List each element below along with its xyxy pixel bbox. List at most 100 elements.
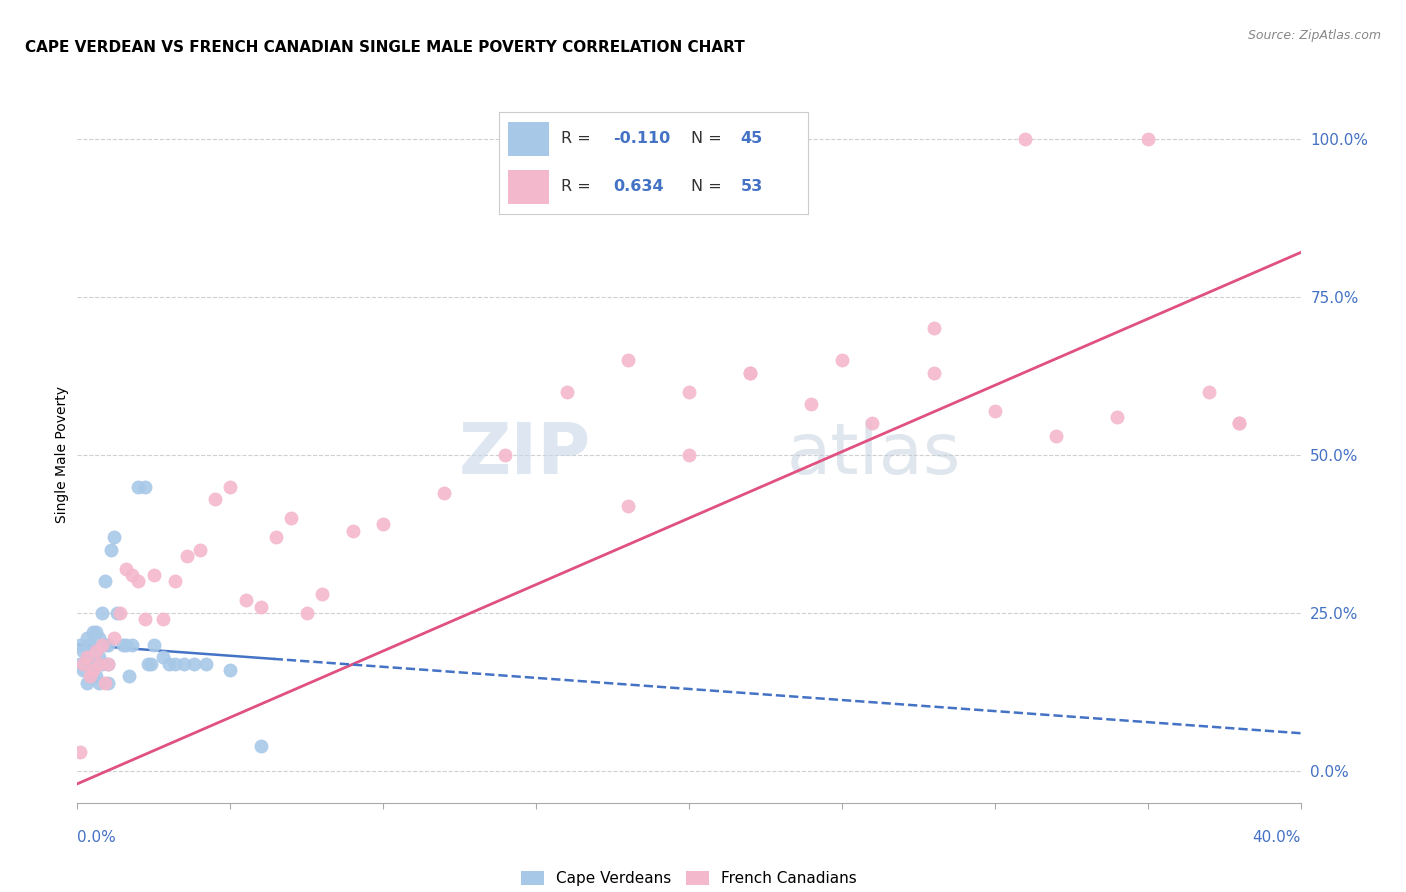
Point [97, 657, 120, 671]
Point [740, 366, 762, 380]
Point [69, 745, 91, 759]
Point [105, 606, 128, 620]
Point [121, 568, 143, 582]
Point [79, 669, 101, 683]
Point [79, 638, 101, 652]
FancyBboxPatch shape [509, 122, 548, 155]
Text: 45: 45 [741, 131, 762, 146]
Point [87, 632, 110, 646]
Point [103, 530, 125, 544]
Point [87, 675, 110, 690]
Point [94, 638, 117, 652]
Point [72, 663, 94, 677]
Point [183, 657, 205, 671]
Text: 0.634: 0.634 [613, 179, 664, 194]
Text: R =: R = [561, 131, 596, 146]
Point [108, 606, 131, 620]
Text: N =: N = [690, 131, 727, 146]
FancyBboxPatch shape [509, 170, 548, 204]
Text: CAPE VERDEAN VS FRENCH CANADIAN SINGLE MALE POVERTY CORRELATION CHART: CAPE VERDEAN VS FRENCH CANADIAN SINGLE M… [25, 40, 745, 55]
Point [69, 638, 91, 652]
Point [97, 657, 120, 671]
Point [342, 524, 364, 538]
Point [76, 632, 98, 646]
Point [94, 574, 117, 589]
Point [984, 403, 1007, 417]
Point [219, 479, 242, 493]
Point [115, 562, 138, 576]
Point [100, 542, 122, 557]
Point [142, 568, 165, 582]
Point [139, 657, 162, 671]
Point [495, 448, 517, 462]
Point [79, 657, 101, 671]
Point [136, 657, 159, 671]
Point [311, 587, 333, 601]
Point [165, 574, 187, 589]
Text: 0.0%: 0.0% [77, 830, 117, 845]
Point [82, 663, 104, 677]
Point [82, 625, 104, 640]
Point [800, 397, 823, 411]
Point [371, 517, 394, 532]
Text: 53: 53 [741, 179, 762, 194]
Point [82, 644, 104, 658]
Point [84, 644, 107, 658]
Point [152, 612, 174, 626]
Point [128, 479, 150, 493]
Text: N =: N = [690, 179, 727, 194]
Point [84, 669, 107, 683]
Point [617, 499, 640, 513]
Point [165, 657, 187, 671]
Point [76, 675, 98, 690]
Point [678, 448, 700, 462]
Text: Source: ZipAtlas.com: Source: ZipAtlas.com [1247, 29, 1381, 42]
Point [280, 511, 302, 525]
Point [617, 353, 640, 368]
Text: R =: R = [561, 179, 596, 194]
Text: ZIP: ZIP [458, 420, 591, 490]
Point [1198, 384, 1220, 399]
Point [82, 663, 104, 677]
Point [121, 638, 143, 652]
Point [1229, 417, 1251, 431]
Point [90, 638, 112, 652]
Legend: Cape Verdeans, French Canadians: Cape Verdeans, French Canadians [515, 865, 863, 892]
Point [250, 599, 273, 614]
Point [112, 638, 135, 652]
Point [862, 417, 884, 431]
Point [72, 644, 94, 658]
Point [72, 657, 94, 671]
Point [235, 593, 257, 607]
Point [1136, 131, 1159, 145]
Point [433, 486, 456, 500]
Point [1107, 409, 1129, 424]
Point [740, 366, 762, 380]
Point [134, 479, 156, 493]
Point [1014, 131, 1036, 145]
Point [134, 612, 156, 626]
Text: -0.110: -0.110 [613, 131, 671, 146]
Point [831, 353, 853, 368]
Point [128, 574, 150, 589]
Point [87, 657, 110, 671]
Point [219, 663, 242, 677]
Point [97, 638, 120, 652]
Point [1229, 417, 1251, 431]
Point [90, 657, 112, 671]
Point [1045, 429, 1067, 443]
Y-axis label: Single Male Poverty: Single Male Poverty [55, 386, 69, 524]
Point [555, 384, 578, 399]
Point [250, 739, 273, 753]
Point [142, 638, 165, 652]
Point [84, 625, 107, 640]
Point [84, 644, 107, 658]
Point [194, 657, 217, 671]
Point [922, 366, 945, 380]
Point [922, 321, 945, 335]
Point [173, 657, 195, 671]
Point [118, 669, 141, 683]
Point [176, 549, 198, 563]
Point [188, 542, 211, 557]
Text: atlas: atlas [787, 420, 962, 490]
